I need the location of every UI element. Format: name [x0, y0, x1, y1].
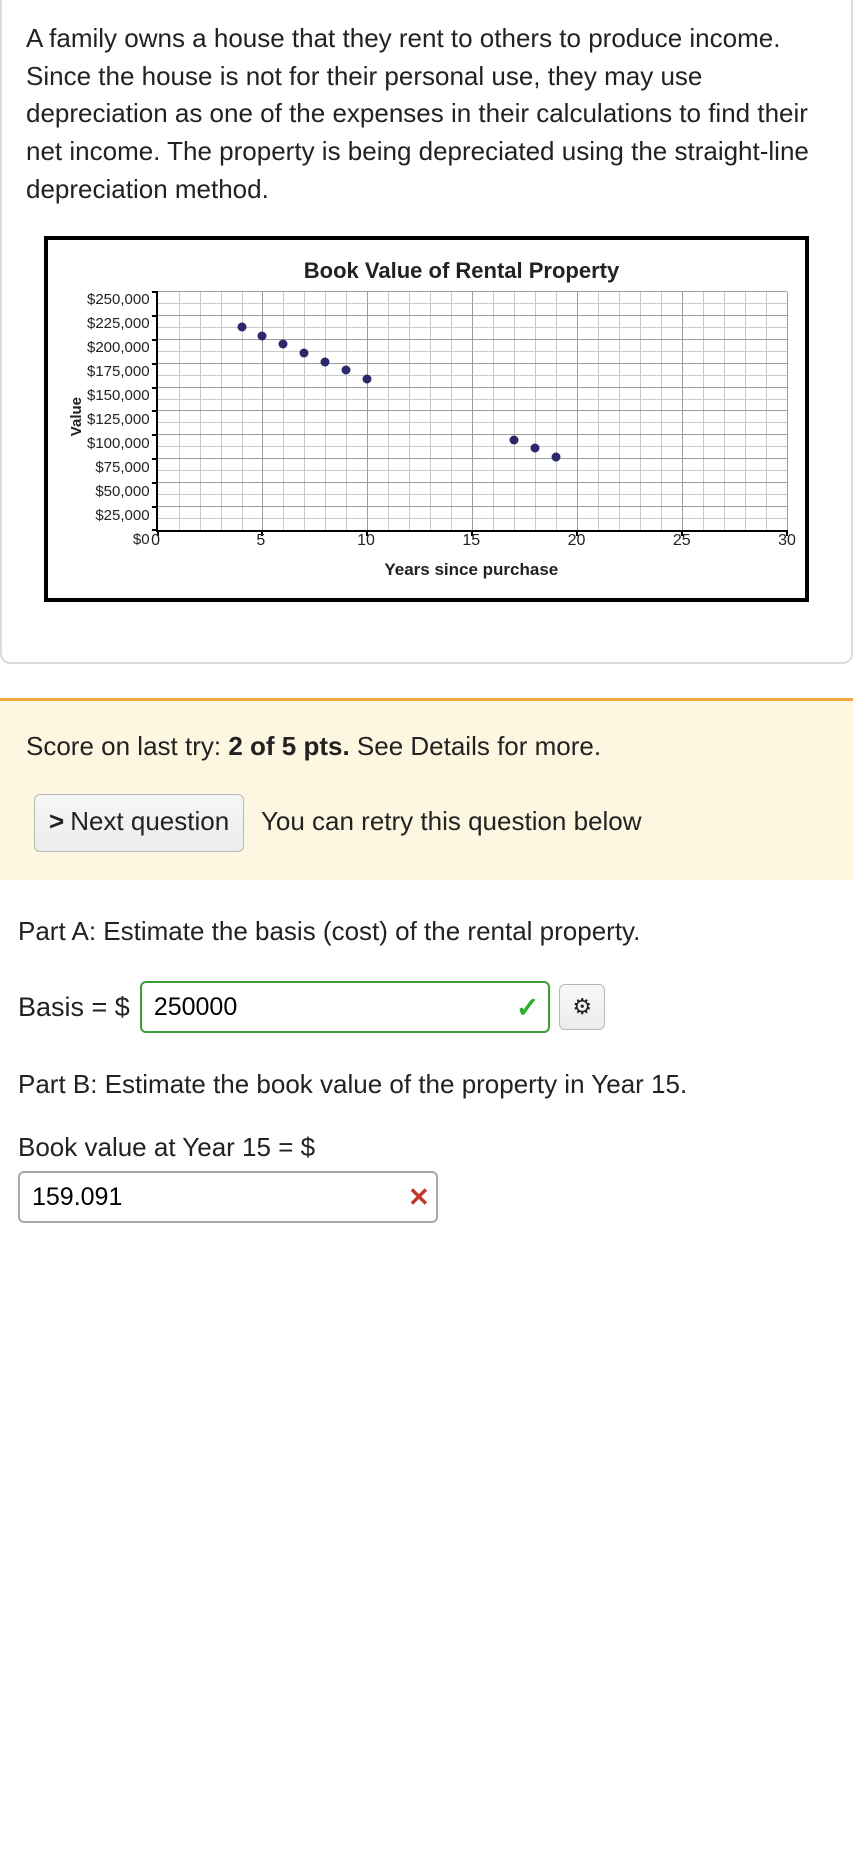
- chart-xtick-labels: 051015202530: [156, 532, 787, 556]
- score-prefix: Score on last try:: [26, 731, 228, 761]
- chart-xlabel: Years since purchase: [156, 560, 787, 580]
- chart-title: Book Value of Rental Property: [66, 258, 787, 284]
- part-b-label: Book value at Year 15 = $: [0, 1104, 853, 1167]
- score-line: Score on last try: 2 of 5 pts. See Detai…: [26, 727, 827, 766]
- input-tools-button[interactable]: ⚙: [559, 984, 605, 1030]
- chart-plot-area: [156, 292, 787, 532]
- part-a-input[interactable]: [140, 981, 550, 1033]
- score-box: Score on last try: 2 of 5 pts. See Detai…: [0, 698, 853, 880]
- chart-ytick-labels: $250,000$225,000$200,000$175,000$150,000…: [87, 292, 156, 532]
- check-icon: ✓: [516, 991, 549, 1024]
- chart-container: Book Value of Rental Property Value $250…: [44, 236, 809, 602]
- question-text: A family owns a house that they rent to …: [2, 0, 851, 236]
- score-bold: 2 of 5 pts.: [228, 731, 349, 761]
- part-a-prompt: Part A: Estimate the basis (cost) of the…: [0, 880, 853, 951]
- x-icon: ✕: [408, 1182, 440, 1213]
- chevron-right-icon: >: [49, 806, 64, 836]
- retry-text: You can retry this question below: [261, 806, 642, 836]
- part-b-input[interactable]: [18, 1171, 438, 1223]
- gear-icon: ⚙: [572, 994, 592, 1020]
- chart-ylabel: Value: [66, 397, 87, 436]
- next-question-button[interactable]: >Next question: [34, 794, 244, 852]
- score-suffix: See Details for more.: [350, 731, 601, 761]
- next-question-label: Next question: [70, 806, 229, 836]
- part-a-label: Basis = $: [18, 992, 130, 1023]
- part-b-prompt: Part B: Estimate the book value of the p…: [0, 1033, 853, 1104]
